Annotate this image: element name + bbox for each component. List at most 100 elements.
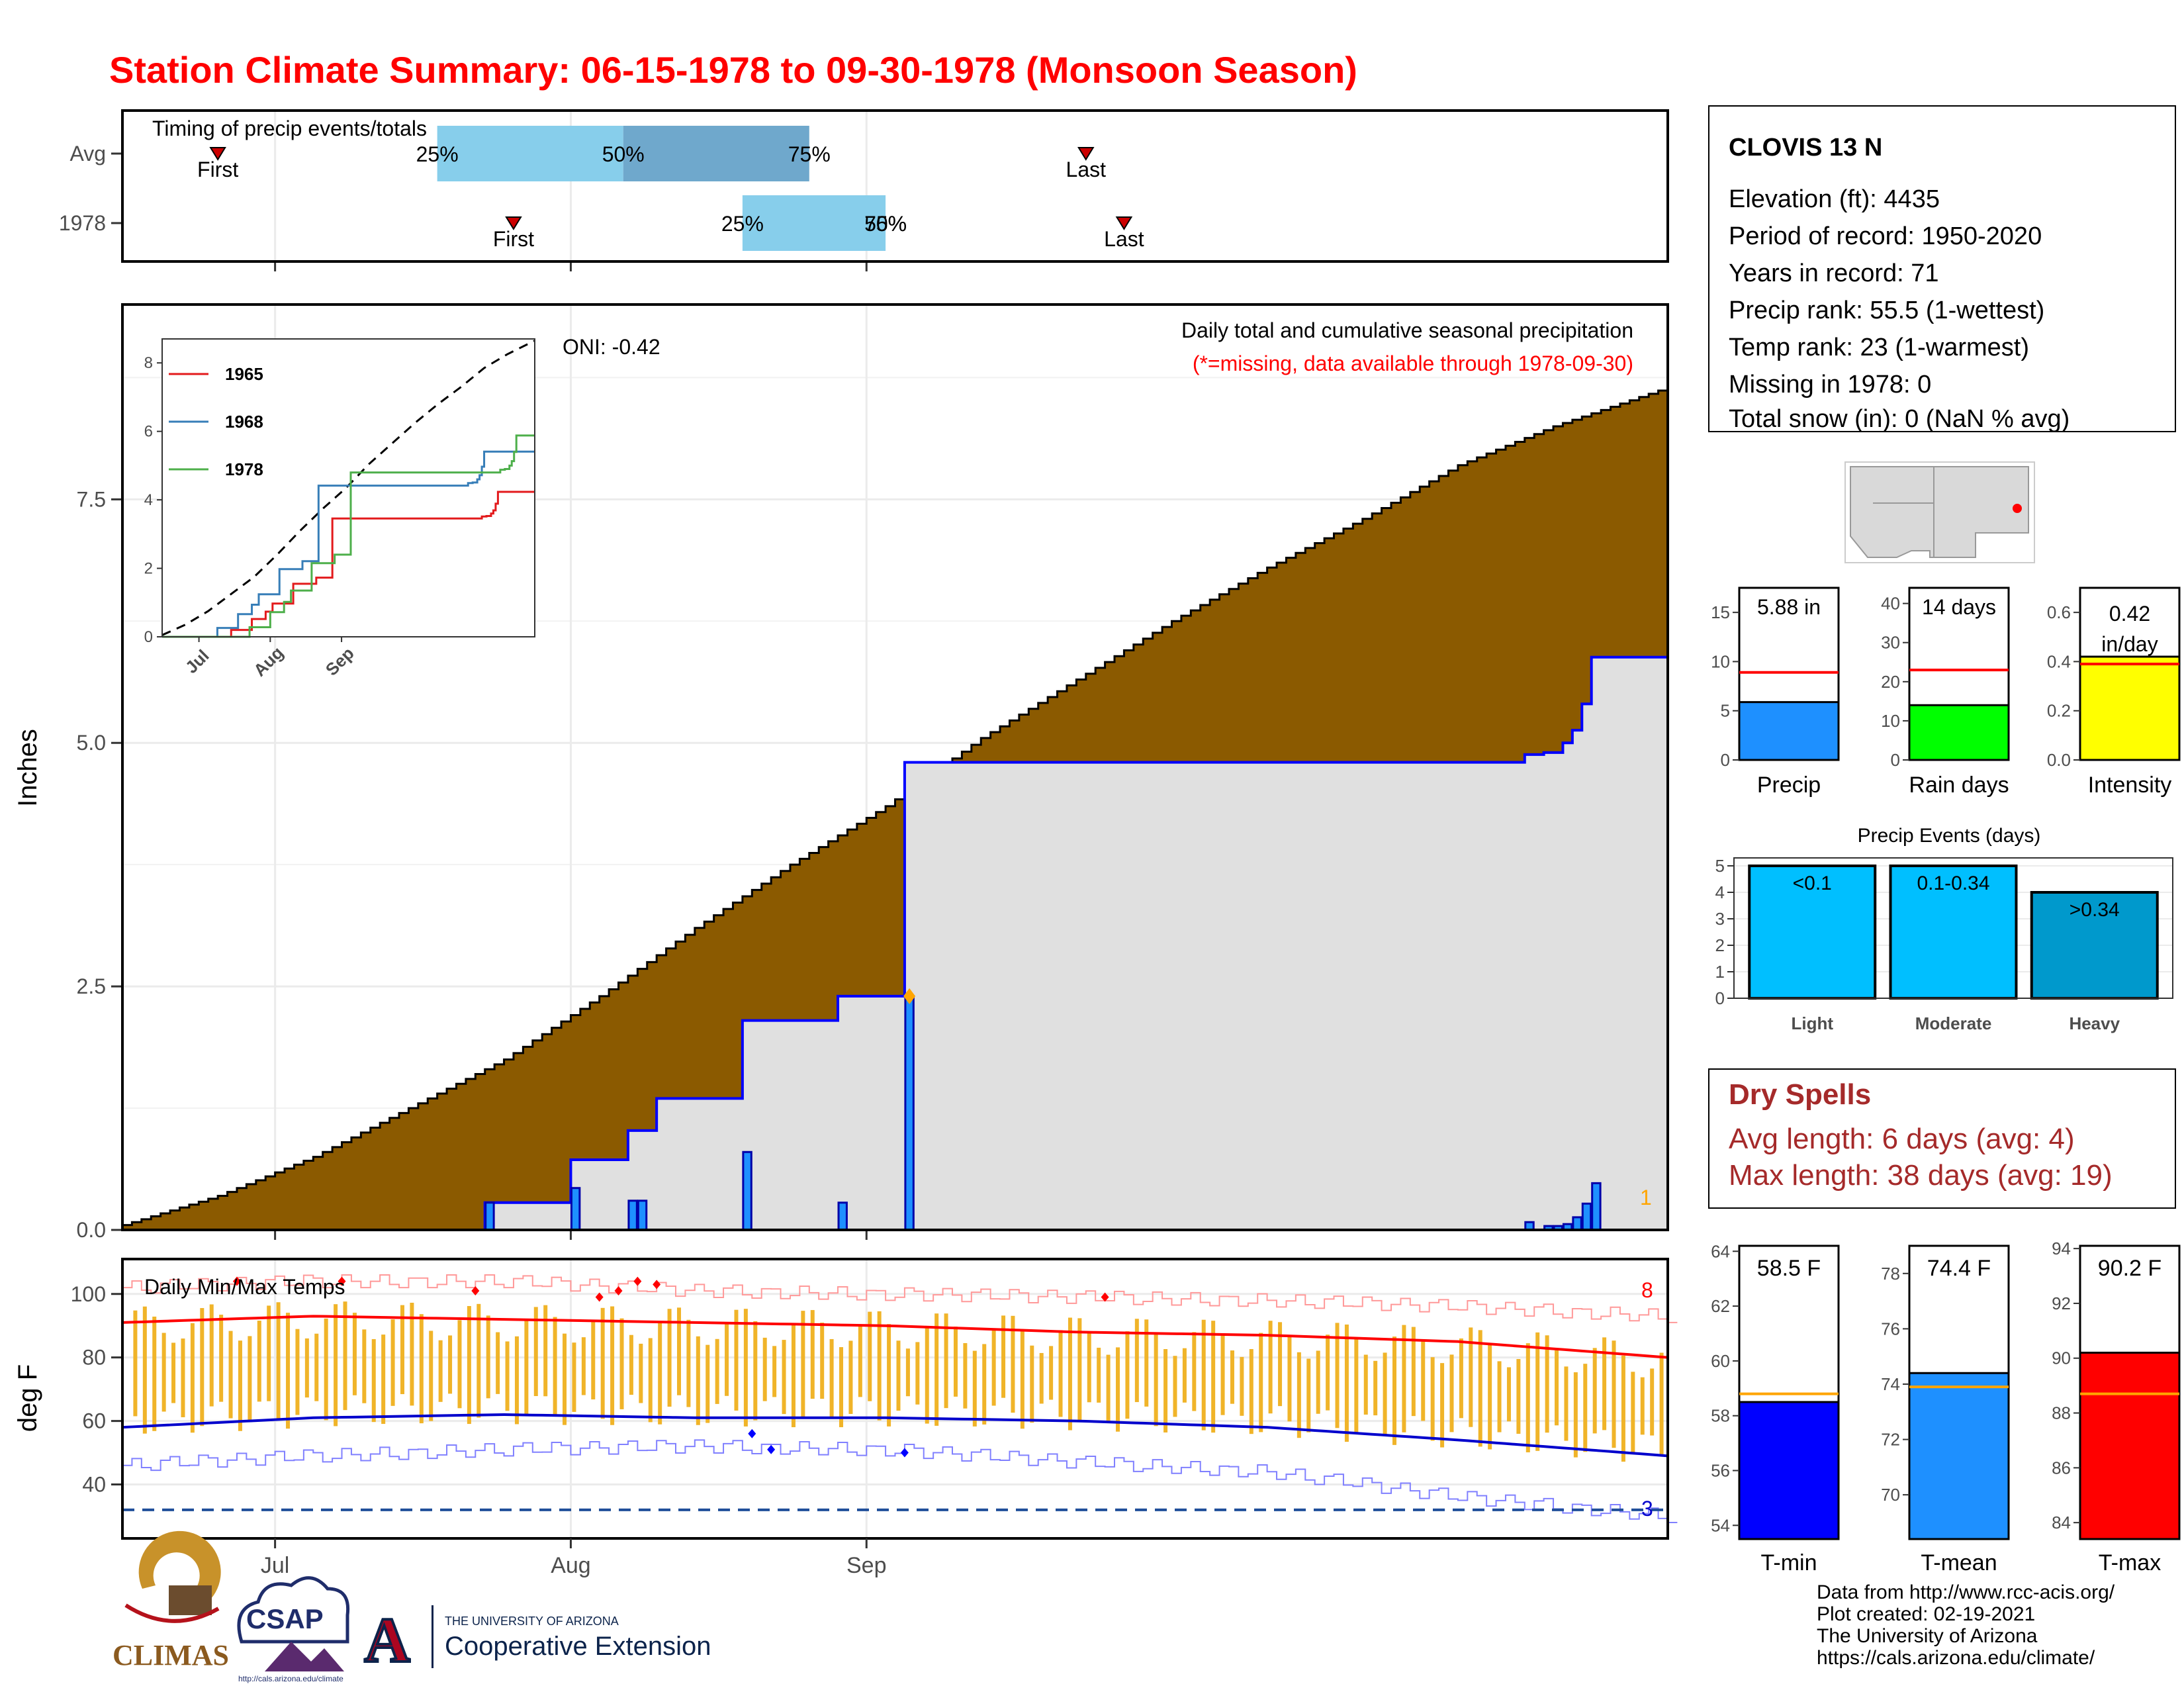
daily-temp-bar (676, 1307, 681, 1395)
daily-precip-bar (1572, 1216, 1582, 1231)
timing-last-label-1: Last (1104, 227, 1144, 251)
timing-p25-label-0: 25% (416, 142, 459, 166)
timing-last-label-0: Last (1066, 158, 1107, 181)
daily-temp-bar (181, 1338, 185, 1417)
summary-ytick-label: 5 (1721, 701, 1730, 721)
dry-spells-frame (1708, 1068, 2176, 1209)
daily-temp-bar (524, 1321, 529, 1415)
temp-summary-ytick-label: 60 (1711, 1351, 1730, 1371)
daily-precip-bar (1591, 1182, 1602, 1231)
events-ytick-label: 4 (1715, 882, 1725, 902)
daily-temp-bar (429, 1331, 433, 1421)
daily-temp-bar (1621, 1355, 1625, 1462)
temp-summary-value-1: 74.4 F (1927, 1256, 1991, 1281)
station-line-period: Period of record: 1950-2020 (1729, 222, 2042, 250)
daily-temp-bar (1354, 1338, 1359, 1432)
daily-temp-bar (725, 1323, 729, 1396)
climas-logo: CLIMAS (113, 1530, 229, 1671)
daily-temp-bar (944, 1313, 948, 1409)
locator-map (1844, 461, 2035, 563)
daily-temp-bar (896, 1340, 901, 1411)
inset-avg-line (161, 340, 535, 636)
event-bar-1 (1889, 865, 2018, 1000)
daily-temp-bar (209, 1304, 214, 1407)
daily-temp-bar (448, 1335, 453, 1394)
avg-max-line (122, 1315, 1668, 1359)
timing-last-marker-1 (1115, 216, 1133, 230)
ua-divider (432, 1605, 433, 1668)
daily-temp-bar (1392, 1336, 1397, 1445)
daily-temp-bar (1449, 1354, 1454, 1432)
summary-ytick-label: 0.6 (2047, 602, 2071, 622)
daily-temp-bar (1363, 1354, 1368, 1415)
daily-temp-bar (858, 1325, 862, 1397)
temp-frame (121, 1258, 1669, 1540)
daily-temp-bar (1640, 1377, 1645, 1435)
daily-temp-bar (1631, 1372, 1635, 1453)
record-high-marker (653, 1280, 661, 1289)
daily-temp-bar (514, 1336, 519, 1425)
precip-ytick-label: 2.5 (77, 974, 106, 998)
record-high-line (122, 1274, 1678, 1323)
temp-summary-ytick-label: 86 (2052, 1458, 2071, 1477)
daily-temp-bar (1564, 1366, 1569, 1441)
oni-label: ONI: -0.42 (563, 335, 660, 359)
temp-summary-bar-0 (1738, 1401, 1840, 1540)
daily-temp-bar (1211, 1321, 1216, 1433)
timing-iqr-upper-0 (623, 126, 809, 181)
temp-summary-ytick-label: 84 (2052, 1513, 2071, 1532)
timing-row-label-year: 1978 (59, 211, 106, 235)
daily-temp-bar (877, 1311, 882, 1421)
summary-value-label-1: 14 days (1922, 595, 1996, 619)
daily-temp-bar (1058, 1330, 1063, 1417)
daily-temp-bar (848, 1340, 853, 1415)
daily-temp-bar (1478, 1330, 1482, 1447)
daily-temp-bar (467, 1305, 471, 1425)
daily-temp-bar (887, 1324, 891, 1427)
daily-temp-bar (1535, 1332, 1540, 1451)
daily-temp-bar (934, 1313, 939, 1426)
timing-first-marker-1 (505, 216, 522, 230)
events-ytick-label: 0 (1715, 988, 1725, 1008)
daily-temp-bar (925, 1326, 929, 1424)
daily-temp-bar (600, 1307, 605, 1419)
event-bar-0 (1748, 865, 1877, 1000)
precip-ytick-label: 7.5 (77, 487, 106, 511)
timing-row-label-avg: Avg (69, 142, 106, 165)
temp-ytick-label: 80 (82, 1346, 106, 1370)
daily-temp-bar (915, 1342, 920, 1405)
csap-cloud (237, 1576, 350, 1644)
daily-temp-bar (142, 1306, 147, 1434)
climas-wordmark: CLIMAS (113, 1639, 229, 1671)
summary-ytick-label: 0 (1891, 750, 1900, 770)
daily-temp-bar (1555, 1350, 1559, 1426)
station-frame (1708, 105, 2176, 432)
record-low-marker (767, 1444, 776, 1454)
event-bar-2 (2030, 891, 2159, 1000)
record-high-marker (633, 1276, 642, 1286)
station-line-elevation: Elevation (ft): 4435 (1729, 185, 1940, 213)
daily-temp-bar (1106, 1354, 1111, 1422)
summary-ytick-label: 0.0 (2047, 750, 2071, 770)
daily-temp-bar (219, 1315, 224, 1402)
daily-temp-bar (1068, 1317, 1072, 1430)
daily-temp-bar (1440, 1363, 1445, 1448)
daily-temp-bar (304, 1338, 309, 1398)
summary-bar-label-2: Intensity (2088, 773, 2172, 798)
precip-count-label: 1 (1640, 1186, 1652, 1209)
daily-precip-bar (637, 1199, 648, 1231)
daily-temp-bar (1097, 1347, 1101, 1403)
daily-temp-bar (1411, 1327, 1416, 1417)
daily-temp-bar (1383, 1352, 1387, 1435)
temp-panel: 40 60 80 100 Daily Min/Max Temps deg F 8 3 (13, 1258, 1678, 1540)
daily-temp-bar (1525, 1343, 1530, 1452)
temp-summary-label-2: T-max (2099, 1550, 2161, 1575)
daily-temp-bar (1230, 1350, 1234, 1404)
record-high-marker (1101, 1292, 1109, 1302)
inset-background (162, 339, 535, 637)
daily-temp-bar (152, 1316, 157, 1431)
record-high-marker (595, 1292, 604, 1302)
csap-url: http://cals.arizona.edu/climate (238, 1674, 343, 1683)
daily-temp-bar (161, 1333, 166, 1412)
station-line-missing: Missing in 1978: 0 (1729, 371, 1931, 399)
